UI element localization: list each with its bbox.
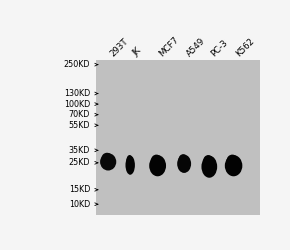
Ellipse shape	[206, 166, 215, 176]
Text: 293T: 293T	[108, 37, 130, 58]
Ellipse shape	[177, 155, 191, 173]
Ellipse shape	[149, 155, 166, 176]
Text: A549: A549	[185, 36, 207, 58]
Ellipse shape	[105, 162, 114, 169]
Text: 10KD: 10KD	[69, 200, 90, 209]
Text: 100KD: 100KD	[64, 100, 90, 108]
Text: K562: K562	[234, 36, 256, 58]
Ellipse shape	[126, 156, 135, 175]
Ellipse shape	[128, 165, 134, 173]
Ellipse shape	[202, 156, 217, 178]
Text: 35KD: 35KD	[69, 146, 90, 155]
Text: 15KD: 15KD	[69, 185, 90, 194]
Text: 130KD: 130KD	[64, 89, 90, 98]
Ellipse shape	[230, 165, 240, 175]
Text: 70KD: 70KD	[69, 110, 90, 119]
Text: JK: JK	[130, 46, 143, 58]
Ellipse shape	[151, 154, 162, 166]
Text: MCF7: MCF7	[158, 35, 181, 58]
Text: 25KD: 25KD	[69, 158, 90, 167]
Ellipse shape	[102, 153, 112, 162]
Text: 55KD: 55KD	[69, 121, 90, 130]
Ellipse shape	[203, 155, 213, 167]
Ellipse shape	[154, 165, 164, 175]
Ellipse shape	[227, 154, 238, 166]
Bar	[96, 60, 260, 215]
Text: 250KD: 250KD	[64, 60, 90, 69]
Ellipse shape	[179, 154, 188, 164]
Ellipse shape	[225, 155, 242, 176]
Text: PC-3: PC-3	[209, 38, 230, 58]
Ellipse shape	[100, 153, 116, 170]
Ellipse shape	[126, 155, 133, 166]
Ellipse shape	[182, 163, 189, 172]
